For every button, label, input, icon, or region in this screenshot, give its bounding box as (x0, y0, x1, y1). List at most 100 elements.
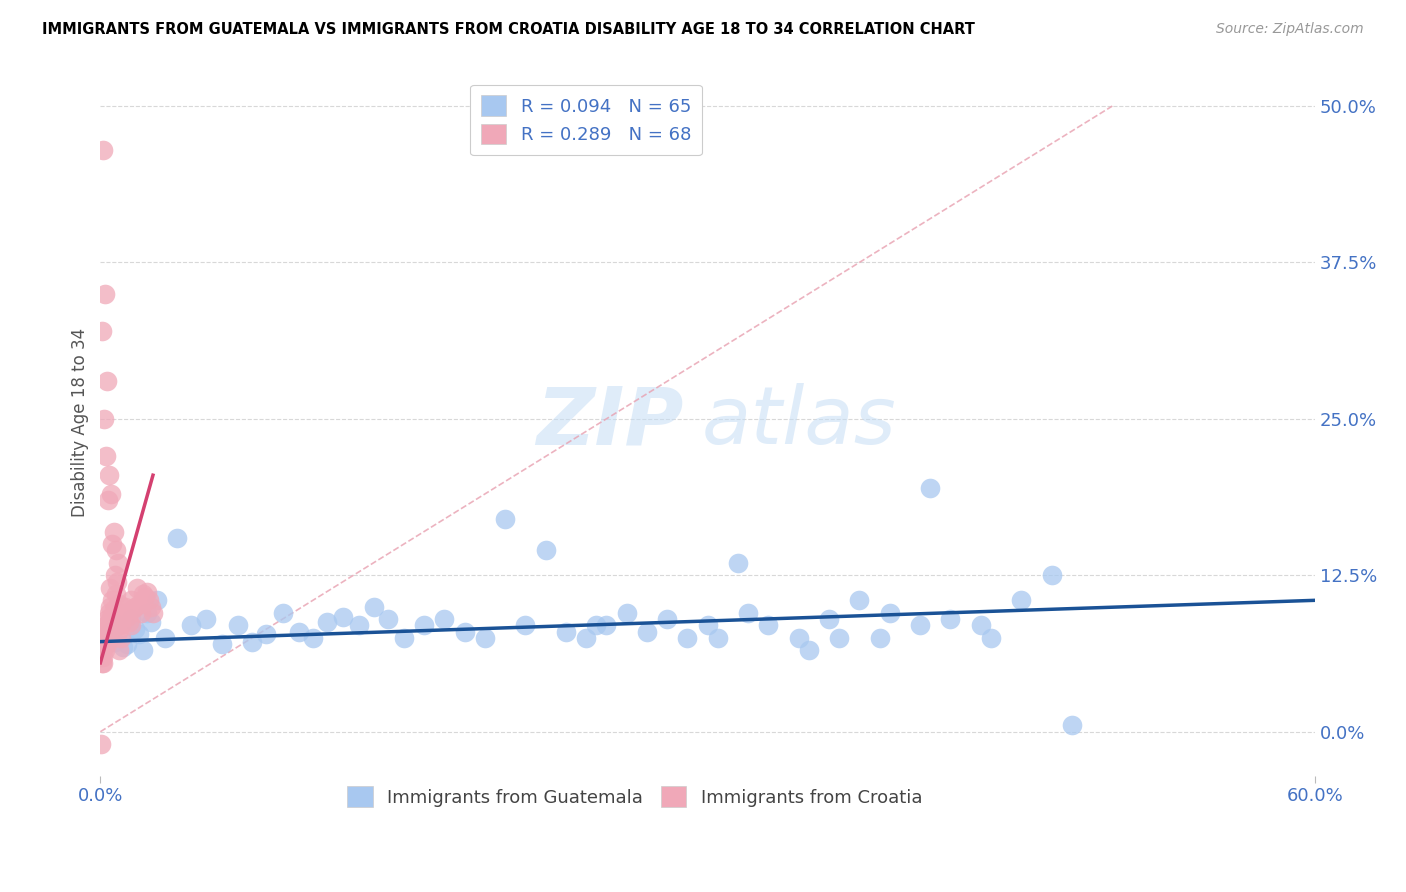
Point (110, 618, 132, 632)
Point (226, 618, 249, 632)
Point (655, 612, 678, 626)
Point (349, 618, 371, 632)
Point (93, 640, 115, 654)
Point (94, 634, 117, 648)
Point (120, 593, 142, 607)
Point (125, 581, 148, 595)
Point (103, 618, 125, 632)
Point (120, 618, 142, 632)
Point (706, 631, 728, 645)
Point (211, 637, 233, 651)
Point (132, 587, 155, 601)
Point (139, 615, 162, 629)
Point (114, 599, 136, 614)
Point (287, 624, 309, 639)
Point (91, 656, 114, 670)
Point (696, 618, 718, 632)
Point (97, 622, 120, 636)
Point (128, 597, 150, 611)
Point (120, 612, 142, 626)
Point (93, 631, 115, 645)
Point (90, 643, 112, 657)
Point (727, 556, 749, 570)
Point (100, 609, 122, 624)
Point (316, 615, 339, 629)
Point (103, 602, 125, 616)
Point (534, 543, 557, 558)
Point (107, 643, 129, 657)
Point (166, 531, 188, 545)
Point (138, 593, 160, 607)
Point (433, 612, 456, 626)
Point (103, 634, 125, 648)
Point (94, 627, 117, 641)
Point (97, 493, 120, 508)
Point (111, 606, 134, 620)
Point (128, 627, 150, 641)
Point (939, 612, 962, 626)
Point (118, 615, 141, 629)
Point (105, 574, 128, 589)
Point (756, 618, 779, 632)
Point (153, 631, 176, 645)
Point (121, 602, 143, 616)
Point (636, 624, 658, 639)
Point (1060, 718, 1083, 732)
Point (554, 624, 576, 639)
Point (332, 609, 354, 624)
Point (104, 587, 127, 601)
Point (575, 631, 598, 645)
Point (93, 624, 115, 639)
Point (271, 606, 294, 620)
Point (132, 643, 155, 657)
Point (585, 618, 607, 632)
Point (104, 543, 127, 558)
Point (676, 631, 699, 645)
Point (97, 631, 120, 645)
Point (139, 599, 162, 614)
Point (595, 618, 617, 632)
Point (107, 618, 129, 632)
Point (142, 606, 165, 620)
Point (1040, 568, 1063, 582)
Point (90, 649, 112, 664)
Point (392, 631, 415, 645)
Point (100, 624, 122, 639)
Point (453, 624, 475, 639)
Y-axis label: Disability Age 18 to 34: Disability Age 18 to 34 (72, 327, 89, 516)
Point (129, 606, 152, 620)
Point (135, 584, 157, 599)
Point (107, 597, 129, 611)
Point (100, 581, 122, 595)
Point (107, 624, 129, 639)
Point (96, 612, 118, 626)
Text: IMMIGRANTS FROM GUATEMALA VS IMMIGRANTS FROM CROATIA DISABILITY AGE 18 TO 34 COR: IMMIGRANTS FROM GUATEMALA VS IMMIGRANTS … (42, 22, 974, 37)
Point (115, 637, 138, 651)
Point (110, 631, 132, 645)
Point (91, 324, 114, 338)
Point (879, 606, 901, 620)
Point (101, 593, 124, 607)
Point (920, 481, 942, 495)
Point (980, 631, 1002, 645)
Point (240, 634, 263, 648)
Point (98, 631, 121, 645)
Point (194, 612, 217, 626)
Point (124, 622, 146, 636)
Point (103, 568, 125, 582)
Point (797, 643, 820, 657)
Point (302, 631, 325, 645)
Point (616, 606, 638, 620)
Point (90, 737, 112, 751)
Point (737, 606, 759, 620)
Point (828, 631, 851, 645)
Point (787, 631, 810, 645)
Text: ZIP: ZIP (536, 383, 683, 461)
Point (98, 468, 121, 483)
Point (94, 643, 117, 657)
Point (134, 590, 156, 604)
Point (377, 612, 399, 626)
Point (98, 606, 121, 620)
Legend: Immigrants from Guatemala, Immigrants from Croatia: Immigrants from Guatemala, Immigrants fr… (339, 777, 931, 816)
Point (96, 631, 118, 645)
